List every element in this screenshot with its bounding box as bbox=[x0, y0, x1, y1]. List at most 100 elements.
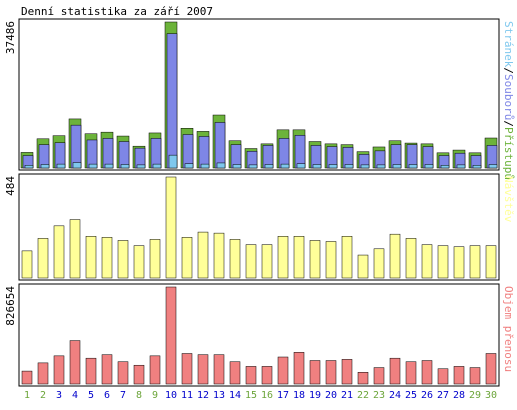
bar-stránek-29 bbox=[472, 165, 482, 169]
bar-stránek-21 bbox=[344, 164, 354, 169]
panel-frame bbox=[18, 18, 500, 171]
axis-max-label: 484 bbox=[4, 176, 17, 196]
bar-objem-přenosu-5 bbox=[85, 357, 97, 385]
bar-objem-přenosu-4 bbox=[69, 340, 81, 385]
legend-hits: Stránek/Souborů/Přístupů bbox=[502, 21, 515, 180]
bar-objem-přenosu-3 bbox=[53, 355, 65, 385]
day-label-27: 27 bbox=[437, 390, 449, 401]
bar-objem-přenosu-18 bbox=[293, 352, 305, 385]
legend-volume: Objem přenosu bbox=[502, 286, 515, 372]
bar-objem-přenosu-10 bbox=[165, 286, 177, 385]
bar-objem-přenosu-29 bbox=[469, 367, 481, 385]
bar-objem-přenosu-7 bbox=[117, 361, 129, 385]
bar-stránek-11 bbox=[184, 163, 194, 169]
bar-objem-přenosu-22 bbox=[357, 372, 369, 385]
day-label-24: 24 bbox=[389, 390, 401, 401]
day-label-20: 20 bbox=[325, 390, 337, 401]
bar-objem-přenosu-17 bbox=[277, 356, 289, 385]
bar-návštěv-12 bbox=[197, 231, 209, 279]
day-label-17: 17 bbox=[277, 390, 289, 401]
bar-návštěv-24 bbox=[389, 233, 401, 279]
bar-stránek-7 bbox=[120, 164, 130, 169]
chart-title: Denní statistika za září 2007 bbox=[21, 5, 213, 18]
bar-návštěv-18 bbox=[293, 236, 305, 279]
bar-objem-přenosu-14 bbox=[229, 361, 241, 385]
bar-stránek-18 bbox=[296, 163, 306, 169]
bar-stránek-5 bbox=[88, 163, 98, 169]
bar-objem-přenosu-27 bbox=[437, 368, 449, 385]
day-label-9: 9 bbox=[152, 390, 158, 401]
bar-objem-přenosu-30 bbox=[485, 353, 497, 385]
bar-stránek-24 bbox=[392, 164, 402, 169]
bar-stránek-13 bbox=[216, 162, 226, 169]
day-label-30: 30 bbox=[485, 390, 497, 401]
bar-návštěv-29 bbox=[469, 245, 481, 279]
bar-souborů-6 bbox=[102, 138, 114, 169]
bar-návštěv-10 bbox=[165, 176, 177, 279]
bar-souborů-13 bbox=[214, 122, 226, 169]
bar-objem-přenosu-23 bbox=[373, 367, 385, 385]
panel-hits: 37486 Stránek/Souborů/Přístupů bbox=[4, 18, 515, 180]
bar-návštěv-25 bbox=[405, 238, 417, 279]
bar-stránek-8 bbox=[136, 164, 146, 169]
bar-návštěv-23 bbox=[373, 248, 385, 279]
bar-objem-přenosu-6 bbox=[101, 354, 113, 385]
day-label-12: 12 bbox=[197, 390, 209, 401]
axis-max-label: 826654 bbox=[4, 286, 17, 326]
bar-návštěv-21 bbox=[341, 236, 353, 279]
day-label-13: 13 bbox=[213, 390, 225, 401]
bar-stránek-14 bbox=[232, 164, 242, 169]
bar-návštěv-15 bbox=[245, 244, 257, 279]
day-label-3: 3 bbox=[56, 390, 62, 401]
day-label-19: 19 bbox=[309, 390, 321, 401]
bar-návštěv-16 bbox=[261, 244, 273, 279]
bar-objem-přenosu-28 bbox=[453, 366, 465, 385]
bar-návštěv-22 bbox=[357, 254, 369, 279]
legend-entry: Návštěv bbox=[502, 176, 515, 223]
bar-objem-přenosu-15 bbox=[245, 366, 257, 385]
day-label-7: 7 bbox=[120, 390, 126, 401]
bar-stránek-19 bbox=[312, 164, 322, 169]
bar-návštěv-26 bbox=[421, 244, 433, 279]
bar-návštěv-5 bbox=[85, 236, 97, 279]
bar-stránek-1 bbox=[24, 165, 34, 169]
bar-objem-přenosu-9 bbox=[149, 355, 161, 385]
bar-návštěv-13 bbox=[213, 232, 225, 279]
bar-stránek-20 bbox=[328, 164, 338, 169]
bar-stránek-6 bbox=[104, 163, 114, 169]
legend-entry: / bbox=[502, 67, 515, 74]
bar-souborů-18 bbox=[294, 135, 306, 169]
bar-návštěv-11 bbox=[181, 237, 193, 279]
day-label-22: 22 bbox=[357, 390, 369, 401]
bar-návštěv-1 bbox=[21, 250, 33, 279]
bar-návštěv-9 bbox=[149, 239, 161, 279]
panel-volume: 826654 Objem přenosu bbox=[4, 283, 515, 387]
day-labels: 1 2 3 4 5 6 7 8 9 10 11 12 13 14 15 16 17 18 19 20 21 22 23 24 2… bbox=[24, 390, 497, 401]
legend-entry: Objem přenosu bbox=[502, 286, 515, 372]
bar-stránek-15 bbox=[248, 164, 258, 169]
bar-návštěv-14 bbox=[229, 239, 241, 279]
bar-stránek-27 bbox=[440, 165, 450, 169]
day-label-6: 6 bbox=[104, 390, 110, 401]
day-label-15: 15 bbox=[245, 390, 257, 401]
bar-návštěv-7 bbox=[117, 240, 129, 279]
bar-stránek-23 bbox=[376, 164, 386, 169]
bar-stránek-28 bbox=[456, 164, 466, 169]
bar-stránek-4 bbox=[72, 162, 82, 169]
bar-stránek-9 bbox=[152, 163, 162, 169]
bar-stránek-10 bbox=[168, 154, 178, 169]
bar-souborů-5 bbox=[86, 139, 98, 169]
day-label-26: 26 bbox=[421, 390, 433, 401]
bar-návštěv-30 bbox=[485, 245, 497, 279]
bar-návštěv-8 bbox=[133, 245, 145, 279]
axis-max-label: 37486 bbox=[4, 21, 17, 54]
bar-návštěv-4 bbox=[69, 219, 81, 279]
bar-stránek-25 bbox=[408, 164, 418, 169]
day-label-28: 28 bbox=[453, 390, 465, 401]
bar-stránek-17 bbox=[280, 163, 290, 169]
day-label-16: 16 bbox=[261, 390, 273, 401]
bar-objem-přenosu-26 bbox=[421, 360, 433, 385]
bar-návštěv-3 bbox=[53, 225, 65, 279]
bar-návštěv-2 bbox=[37, 238, 49, 279]
